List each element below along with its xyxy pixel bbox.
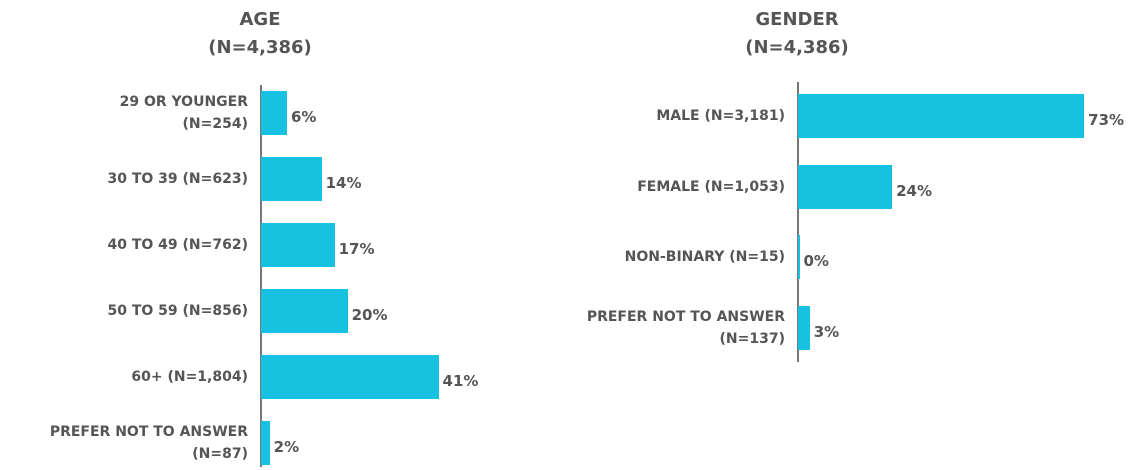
bar bbox=[261, 288, 348, 333]
bar bbox=[261, 91, 287, 135]
value-label: 20% bbox=[351, 305, 388, 324]
value-label: 73% bbox=[1088, 111, 1125, 129]
bar bbox=[261, 354, 439, 399]
bar bbox=[798, 306, 810, 351]
category-label: 29 OR YOUNGER (N=254) bbox=[119, 94, 248, 132]
bar bbox=[798, 235, 800, 280]
category-label: PREFER NOT TO ANSWER (N=137) bbox=[586, 309, 785, 348]
bar bbox=[261, 222, 335, 267]
category-label: FEMALE (N=1,053) bbox=[637, 178, 785, 195]
category-label: MALE (N=3,181) bbox=[656, 108, 785, 124]
chart-title: GENDER bbox=[755, 9, 839, 30]
bar bbox=[261, 156, 322, 201]
bar bbox=[261, 420, 270, 465]
chart-title: AGE bbox=[239, 9, 281, 30]
category-label: NON-BINARY (N=15) bbox=[624, 249, 785, 266]
bar bbox=[798, 94, 1085, 138]
category-label: 30 TO 39 (N=623) bbox=[107, 170, 248, 187]
value-label: 6% bbox=[290, 108, 317, 126]
value-label: 17% bbox=[338, 239, 375, 258]
value-label: 41% bbox=[442, 371, 479, 390]
value-label: 3% bbox=[813, 323, 840, 342]
chart-subtitle: (N=4,386) bbox=[208, 37, 312, 58]
bar bbox=[798, 164, 893, 209]
category-label: 50 TO 59 (N=856) bbox=[107, 302, 248, 319]
category-label: 40 TO 49 (N=762) bbox=[107, 236, 248, 253]
category-label: PREFER NOT TO ANSWER (N=87) bbox=[49, 423, 248, 462]
value-label: 2% bbox=[273, 437, 300, 456]
category-label: 60+ (N=1,804) bbox=[131, 368, 248, 385]
axis-line bbox=[797, 82, 799, 362]
value-label: 24% bbox=[896, 181, 932, 200]
axis-line bbox=[260, 85, 262, 467]
value-label: 0% bbox=[803, 252, 829, 271]
chart-subtitle: (N=4,386) bbox=[745, 37, 849, 58]
value-label: 14% bbox=[325, 173, 362, 192]
